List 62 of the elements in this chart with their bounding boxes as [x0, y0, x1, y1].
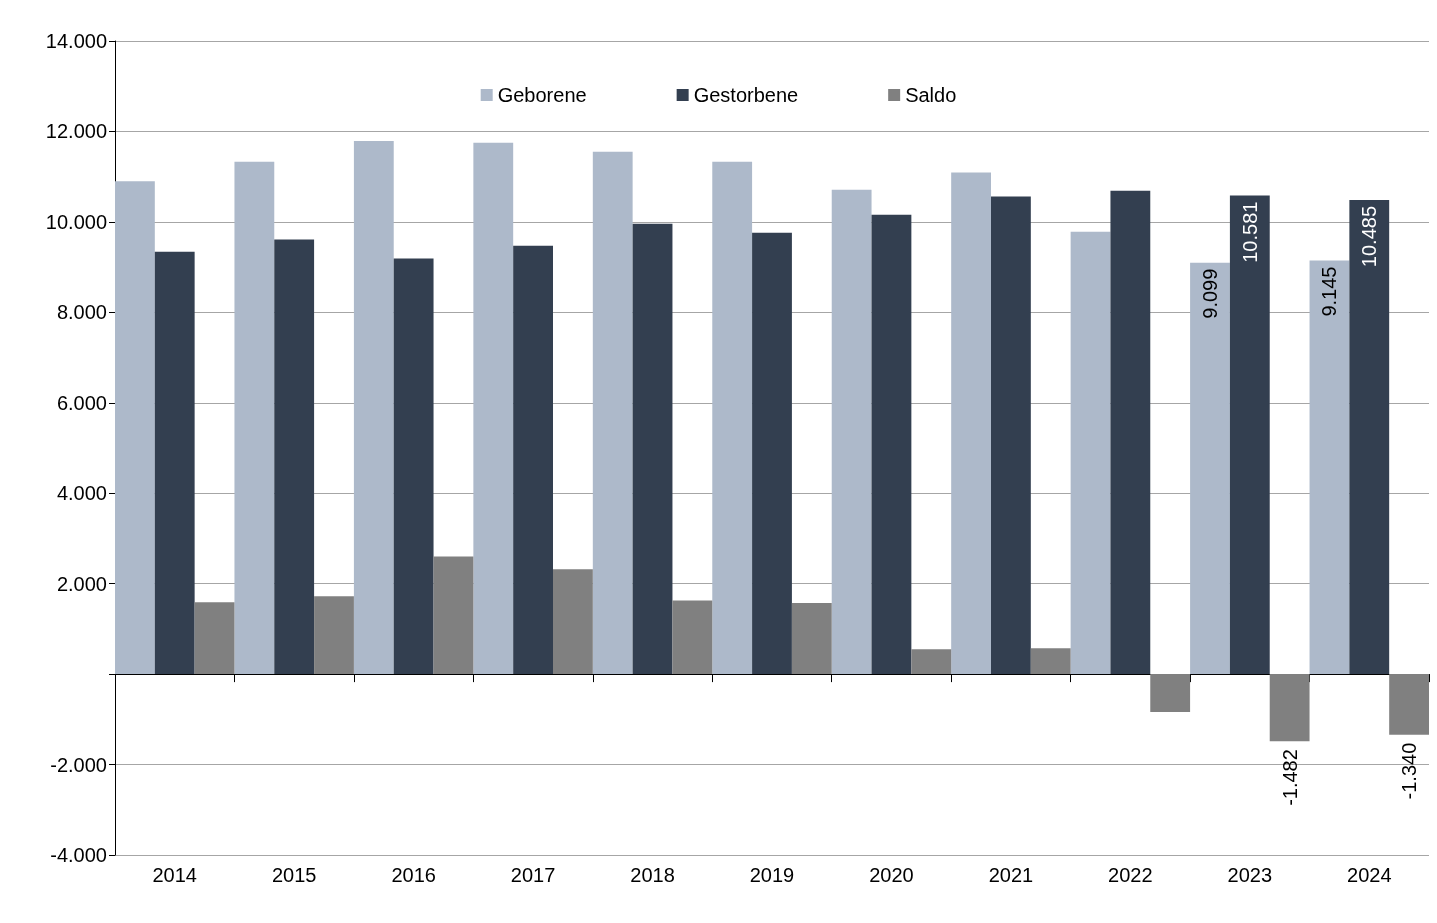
bar	[1389, 674, 1429, 735]
bar	[632, 223, 673, 675]
bar	[712, 161, 753, 675]
x-tick-label: 2017	[510, 864, 556, 886]
bar	[871, 214, 912, 675]
bar	[991, 196, 1031, 675]
bar	[1110, 190, 1151, 675]
bar	[1150, 674, 1191, 713]
x-tick-label: 2019	[749, 864, 795, 886]
data-label: 10.485	[1358, 205, 1381, 268]
data-label: -1.482	[1278, 749, 1301, 806]
x-tick-label: 2015	[271, 864, 317, 886]
bar	[831, 189, 872, 675]
legend-label: Saldo	[905, 84, 957, 106]
bar	[1190, 262, 1230, 675]
bar	[1349, 199, 1390, 675]
bar	[592, 151, 633, 675]
x-tick-label: 2024	[1347, 864, 1392, 886]
bar	[951, 172, 991, 675]
data-label: -1.340	[1398, 742, 1421, 800]
x-tick-label: 2020	[869, 864, 914, 886]
bar	[393, 258, 434, 675]
data-label: 9.099	[1199, 268, 1221, 319]
bar	[911, 649, 952, 675]
bar	[752, 232, 792, 675]
x-tick-label: 2022	[1108, 864, 1153, 886]
x-tick-label: 2014	[152, 864, 197, 886]
bar	[513, 245, 553, 675]
y-tick-label: 4.000	[56, 482, 107, 505]
y-tick-label: 8.000	[56, 301, 107, 324]
bar	[1229, 195, 1270, 675]
x-tick-label: 2016	[391, 864, 436, 886]
y-tick-label: -2.000	[50, 753, 107, 776]
bar	[553, 569, 593, 675]
y-tick-label: 2.000	[56, 572, 107, 595]
y-tick-label: -4.000	[50, 844, 107, 866]
bar	[672, 600, 713, 675]
y-tick-label: 12.000	[45, 120, 107, 143]
bar	[154, 251, 195, 675]
bar	[473, 142, 514, 675]
bar	[433, 556, 474, 675]
data-label: 9.145	[1318, 266, 1341, 317]
bar	[353, 140, 394, 675]
bar	[1070, 231, 1111, 675]
bar	[194, 602, 235, 675]
legend-label: Geborene	[497, 84, 587, 106]
y-tick-label: 14.000	[45, 30, 107, 52]
x-tick-label: 2021	[988, 864, 1034, 886]
bar	[274, 239, 315, 675]
x-tick-label: 2018	[630, 864, 675, 886]
bar	[234, 161, 275, 675]
y-tick-label: 6.000	[56, 391, 107, 414]
bar	[791, 603, 832, 675]
bar	[314, 596, 354, 675]
legend-label: Gestorbene	[693, 84, 799, 106]
x-tick-label: 2023	[1227, 864, 1273, 886]
y-tick-label: 10.000	[45, 210, 107, 233]
bar	[1309, 260, 1350, 675]
bar	[1269, 674, 1310, 742]
bar	[1030, 648, 1071, 675]
data-label: 10.581	[1238, 201, 1261, 263]
bar	[115, 181, 155, 675]
